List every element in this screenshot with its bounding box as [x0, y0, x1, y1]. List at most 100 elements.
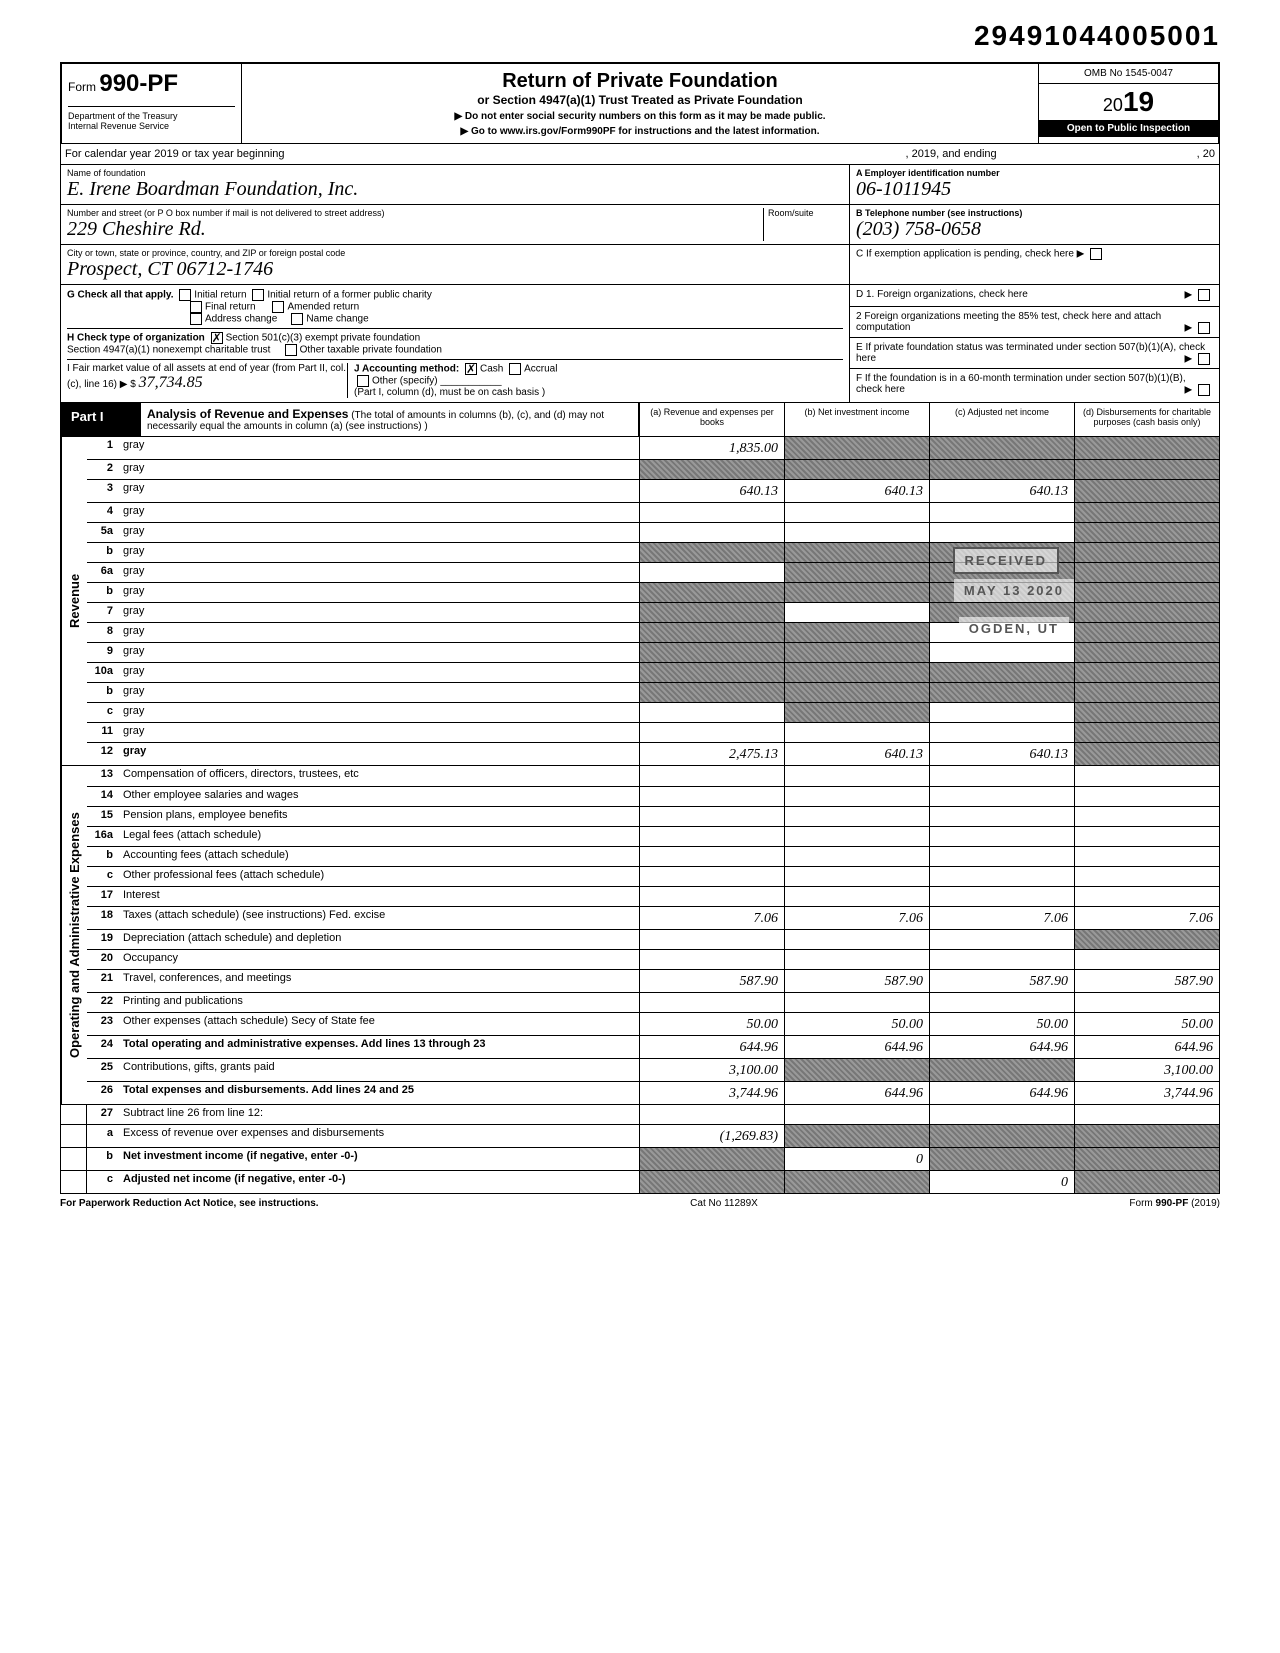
row-number: 18 — [87, 907, 119, 929]
cell-d — [1074, 703, 1219, 722]
lbl-cash: Cash — [480, 364, 503, 375]
row-desc: gray — [119, 703, 639, 722]
cell-c — [929, 950, 1074, 969]
checkbox-c[interactable] — [1090, 248, 1102, 260]
cb-name-change[interactable] — [291, 313, 303, 325]
cell-a: 2,475.13 — [639, 743, 784, 765]
row-number: a — [87, 1125, 119, 1147]
cell-a — [639, 563, 784, 582]
check-type-block: G Check all that apply. Initial return I… — [60, 285, 1220, 403]
cell-a: (1,269.83) — [639, 1125, 784, 1147]
cb-other-method[interactable] — [357, 375, 369, 387]
cb-f-60month[interactable] — [1198, 384, 1210, 396]
row-number: b — [87, 847, 119, 866]
cb-d2-85pct[interactable] — [1198, 322, 1210, 334]
row-desc: gray — [119, 503, 639, 522]
cell-d — [1074, 480, 1219, 502]
row-number: 13 — [87, 766, 119, 786]
lbl-amended: Amended return — [287, 302, 359, 313]
cell-c — [929, 663, 1074, 682]
table-row: 24Total operating and administrative exp… — [87, 1035, 1219, 1058]
cell-d — [1074, 523, 1219, 542]
cell-b: 7.06 — [784, 907, 929, 929]
cell-a — [639, 1105, 784, 1124]
cell-a — [639, 950, 784, 969]
table-row: 10agray — [87, 662, 1219, 682]
table-row: 9gray — [87, 642, 1219, 662]
lbl-d1: D 1. Foreign organizations, check here — [856, 289, 1028, 300]
row-desc: Travel, conferences, and meetings — [119, 970, 639, 992]
lbl-i-fmv: I Fair market value of all assets at end… — [67, 363, 346, 390]
cb-accrual[interactable] — [509, 363, 521, 375]
cb-e-terminated[interactable] — [1198, 353, 1210, 365]
cell-c: 587.90 — [929, 970, 1074, 992]
row-desc: Total expenses and disbursements. Add li… — [119, 1082, 639, 1104]
cell-d — [1074, 460, 1219, 479]
cell-b — [784, 867, 929, 886]
cell-e: 587.90 — [1074, 970, 1219, 992]
row-desc: Total operating and administrative expen… — [119, 1036, 639, 1058]
cell-a — [639, 643, 784, 662]
calyear-lead: For calendar year 2019 or tax year begin… — [65, 148, 285, 160]
lbl-j-note: (Part I, column (d), must be on cash bas… — [354, 387, 545, 398]
row-number: 12 — [87, 743, 119, 765]
row-number: 25 — [87, 1059, 119, 1081]
row-number: 8 — [87, 623, 119, 642]
table-row: bAccounting fees (attach schedule) — [87, 846, 1219, 866]
cell-c — [929, 1148, 1074, 1170]
cell-b — [784, 603, 929, 622]
cell-c — [929, 887, 1074, 906]
cell-d — [1074, 583, 1219, 602]
row-number: 1 — [87, 437, 119, 459]
cell-e — [1074, 867, 1219, 886]
table-row: 26Total expenses and disbursements. Add … — [87, 1081, 1219, 1104]
cell-c — [929, 930, 1074, 949]
cb-501c3[interactable]: ✗ — [211, 332, 223, 344]
form-subtitle: or Section 4947(a)(1) Trust Treated as P… — [248, 93, 1032, 107]
cell-a — [639, 703, 784, 722]
cb-d1-foreign[interactable] — [1198, 289, 1210, 301]
cell-d — [1074, 543, 1219, 562]
cell-e: 3,100.00 — [1074, 1059, 1219, 1081]
row-number: b — [87, 543, 119, 562]
city-state-zip: Prospect, CT 06712-1746 — [67, 258, 273, 280]
cell-d — [1074, 563, 1219, 582]
cell-a — [639, 663, 784, 682]
part1-table: Revenue 1gray1,835.002gray3gray640.13640… — [60, 437, 1220, 1194]
calendar-year-row: For calendar year 2019 or tax year begin… — [60, 144, 1220, 165]
cb-address-change[interactable] — [190, 313, 202, 325]
row-number: c — [87, 1171, 119, 1193]
cb-amended[interactable] — [272, 301, 284, 313]
cell-d — [1074, 603, 1219, 622]
row-desc: Other employee salaries and wages — [119, 787, 639, 806]
cb-initial-return[interactable] — [179, 289, 191, 301]
vlabel-opex: Operating and Administrative Expenses — [61, 766, 87, 1104]
lbl-j: J Accounting method: — [354, 364, 459, 375]
row-desc: Contributions, gifts, grants paid — [119, 1059, 639, 1081]
row-desc: gray — [119, 480, 639, 502]
form-title: Return of Private Foundation — [248, 70, 1032, 93]
cell-b — [784, 766, 929, 786]
cell-c — [929, 437, 1074, 459]
row-desc: Excess of revenue over expenses and disb… — [119, 1125, 639, 1147]
cell-b: 644.96 — [784, 1082, 929, 1104]
table-row: 4gray — [87, 502, 1219, 522]
table-row: 16aLegal fees (attach schedule) — [87, 826, 1219, 846]
lbl-c-exemption: C If exemption application is pending, c… — [856, 249, 1084, 260]
cb-initial-former[interactable] — [252, 289, 264, 301]
table-row: 20Occupancy — [87, 949, 1219, 969]
cb-cash[interactable]: ✗ — [465, 363, 477, 375]
footer-form: Form 990-PF (2019) — [1129, 1198, 1220, 1209]
omb-number: OMB No 1545-0047 — [1039, 64, 1218, 84]
cb-final-return[interactable] — [190, 301, 202, 313]
cell-e — [1074, 887, 1219, 906]
lbl-initial-former: Initial return of a former public charit… — [267, 290, 432, 301]
lbl-d2: 2 Foreign organizations meeting the 85% … — [856, 311, 1161, 333]
table-row: 23Other expenses (attach schedule) Secy … — [87, 1012, 1219, 1035]
row-desc: Adjusted net income (if negative, enter … — [119, 1171, 639, 1193]
cb-other-taxable[interactable] — [285, 344, 297, 356]
cell-a — [639, 623, 784, 642]
table-row: 17Interest — [87, 886, 1219, 906]
cell-a — [639, 543, 784, 562]
form-number-block: Form 990-PF — [68, 70, 235, 98]
